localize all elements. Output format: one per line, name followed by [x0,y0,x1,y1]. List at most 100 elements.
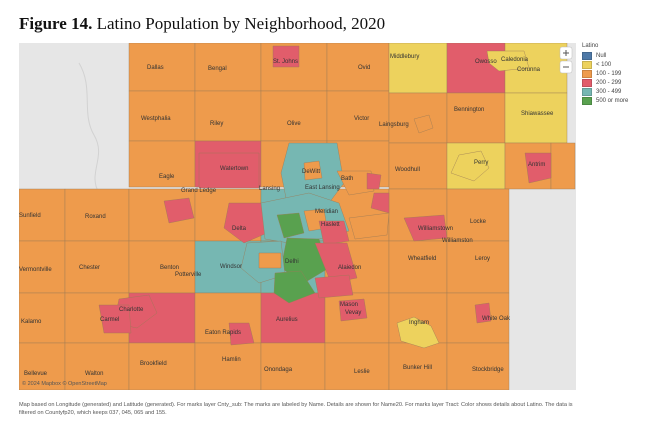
place-label: Eagle [159,174,175,180]
place-label: DeWitt [302,169,320,175]
tract-polygon[interactable] [370,192,390,214]
township-polygon[interactable] [260,342,326,390]
tract-polygon[interactable] [336,170,375,196]
tract-polygon[interactable] [272,45,300,68]
legend-swatch [582,69,592,78]
place-label: White Oak [482,316,511,322]
place-label: Aurelius [276,317,298,323]
township-polygon[interactable] [194,43,262,92]
tract-polygon[interactable] [198,152,260,189]
tract-polygon[interactable] [450,150,490,182]
place-label: Riley [210,121,223,127]
township-polygon[interactable] [446,240,510,294]
place-label: Roxand [85,214,106,220]
tract-polygon[interactable] [318,220,350,246]
township-polygon[interactable] [19,240,66,294]
tract-polygon[interactable] [303,160,323,181]
tract-polygon[interactable] [314,274,354,299]
place-label: Laingsburg [379,122,409,128]
legend-swatch [582,96,592,105]
township-polygon[interactable] [326,43,390,92]
legend-swatch [582,87,592,96]
place-label: Kalamo [21,319,42,325]
township-polygon[interactable] [128,90,196,142]
tract-polygon[interactable] [524,152,552,184]
tract-polygon[interactable] [474,302,492,324]
place-label: Middlebury [390,54,419,60]
township-polygon[interactable] [128,342,196,390]
tract-polygon[interactable] [276,212,305,239]
township-polygon[interactable] [504,92,568,144]
township-polygon[interactable] [19,342,66,390]
place-label: Antrim [528,162,545,168]
township-polygon[interactable] [388,240,448,294]
place-label: Williamston [442,238,473,244]
legend-label: < 100 [596,61,612,68]
place-label: Watertown [220,166,248,172]
tract-polygon[interactable] [348,212,390,240]
township-polygon[interactable] [128,140,196,188]
township-polygon[interactable] [446,92,506,144]
legend-item: 200 - 299 [582,78,662,87]
place-label: Bengal [208,66,227,72]
township-polygon[interactable] [128,240,196,294]
tract-polygon[interactable] [163,197,195,224]
township-polygon[interactable] [550,142,576,190]
map-footnote: Map based on Longitude (generated) and L… [19,402,573,416]
place-label: Windsor [220,264,242,270]
tract-polygon[interactable] [223,202,268,244]
place-label: Wheatfield [408,256,436,262]
township-polygon[interactable] [260,90,328,142]
tract-polygon[interactable] [273,270,316,304]
tri-county-choropleth-map[interactable]: Dallas Bengal St. Johns Ovid Middlebury Owoss… [19,43,576,390]
township-polygon[interactable] [388,142,448,190]
tract-polygon[interactable] [258,252,282,269]
place-label: Bennington [454,107,484,113]
place-labels: Dallas Bengal St. Johns Ovid Middlebury Owoss… [19,54,554,377]
map-viewport[interactable]: Dallas Bengal St. Johns Ovid Middlebury Owoss… [19,43,576,390]
township-polygon[interactable] [19,292,66,344]
township-polygon[interactable] [194,342,262,390]
place-label: Olive [287,121,301,127]
legend-item: 500 or more [582,96,662,105]
place-label: Corunna [517,67,541,73]
place-label: East Lansing [305,185,340,191]
place-label: Carmel [100,317,119,323]
place-label: Meridian [315,209,338,215]
place-label: Dallas [147,65,164,71]
place-label: Leslie [354,369,370,375]
legend-item: < 100 [582,60,662,69]
tract-polygon[interactable] [486,50,530,72]
place-label: Williamstown [418,226,453,232]
township-polygon[interactable] [19,188,66,242]
place-label: Victor [354,116,369,122]
tract-polygon[interactable] [366,172,382,190]
township-polygon[interactable] [388,43,448,94]
tract-polygon[interactable] [338,298,368,322]
place-label: Onondaga [264,367,293,373]
tract-polygon[interactable] [314,242,358,284]
place-label: Delta [232,226,247,232]
township-polygon[interactable] [194,90,262,142]
place-label: Woodhull [395,167,420,173]
township-polygon[interactable] [64,240,130,294]
township-polygon[interactable] [446,188,510,242]
place-label: Charlotte [119,307,144,313]
tract-polygon[interactable] [413,114,434,134]
place-label: Owosso [475,59,497,65]
tract-polygon[interactable] [98,304,132,334]
tract-polygon[interactable] [228,322,255,346]
figure-number: Figure 14. [19,14,93,33]
township-polygon[interactable] [64,188,130,242]
township-polygon[interactable] [64,342,130,390]
tract-polygon[interactable] [403,214,448,242]
township-polygon[interactable] [446,342,510,390]
township-polygon[interactable] [324,342,390,390]
map-zoom-controls[interactable] [559,46,573,74]
tract-polygon[interactable] [396,316,440,349]
place-label: Walton [85,371,103,377]
place-label: Caledonia [501,57,529,63]
legend: Latino Null < 100 100 - 199 200 - 299 30… [582,43,662,105]
township-polygon[interactable] [128,43,196,92]
township-polygon[interactable] [326,90,390,142]
